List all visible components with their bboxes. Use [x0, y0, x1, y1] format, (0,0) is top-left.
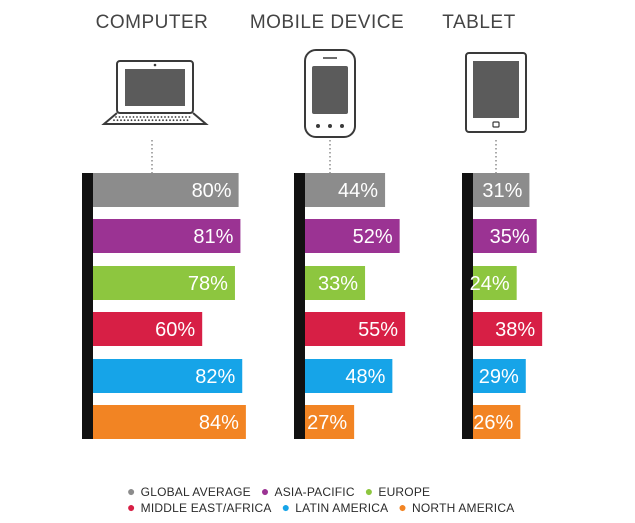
- value-label-tablet-asia-pacific: 35%: [490, 226, 530, 248]
- column-title-tablet: TABLET: [442, 12, 515, 33]
- bar-tablet-asia-pacific: [473, 219, 537, 253]
- bar-computer-middle-east-africa: [93, 312, 203, 346]
- value-label-tablet-middle-east-africa: 38%: [495, 319, 535, 341]
- value-label-mobile-device-asia-pacific: 52%: [353, 226, 393, 248]
- legend-item-middle-east-africa: ● MIDDLE EAST/AFRICA: [127, 499, 272, 515]
- value-label-mobile-device-middle-east-africa: 55%: [358, 319, 398, 341]
- legend-label-asia-pacific: ASIA-PACIFIC: [274, 485, 355, 499]
- bar-computer-europe: [93, 266, 235, 300]
- legend-item-global-average: ● GLOBAL AVERAGE: [127, 483, 251, 499]
- bar-computer-north-america: [93, 405, 246, 439]
- column-title-mobile-device: MOBILE DEVICE: [250, 12, 404, 33]
- value-label-computer-north-america: 84%: [199, 412, 239, 434]
- legend-item-north-america: ● NORTH AMERICA: [398, 499, 514, 515]
- bar-tablet-north-america: [473, 405, 521, 439]
- value-label-tablet-north-america: 26%: [473, 412, 513, 434]
- value-label-mobile-device-latin-america: 48%: [345, 366, 385, 388]
- legend-item-europe: ● EUROPE: [365, 483, 431, 499]
- legend-row-2: ● MIDDLE EAST/AFRICA ● LATIN AMERICA ● NORTH …: [127, 499, 524, 515]
- axis-bar-mobile-device: [294, 173, 305, 439]
- legend-dot-latin-america: ●: [281, 499, 291, 515]
- legend-label-north-america: NORTH AMERICA: [412, 501, 515, 515]
- legend-label-latin-america: LATIN AMERICA: [295, 501, 389, 515]
- legend-item-latin-america: ● LATIN AMERICA: [282, 499, 389, 515]
- value-label-computer-global-average: 80%: [192, 180, 232, 202]
- bar-mobile-device-north-america: [305, 405, 355, 439]
- value-label-computer-europe: 78%: [188, 273, 228, 295]
- legend-label-europe: EUROPE: [378, 485, 431, 499]
- bar-mobile-device-asia-pacific: [305, 219, 400, 253]
- legend-item-asia-pacific: ● ASIA-PACIFIC: [261, 483, 355, 499]
- value-label-mobile-device-north-america: 27%: [307, 412, 347, 434]
- bar-tablet-europe: [473, 266, 517, 300]
- legend-label-global-average: GLOBAL AVERAGE: [140, 485, 251, 499]
- legend-label-middle-east-africa: MIDDLE EAST/AFRICA: [140, 501, 272, 515]
- legend-dot-middle-east-africa: ●: [127, 499, 136, 515]
- legend-dot-global-average: ●: [127, 483, 136, 499]
- axis-bar-tablet: [462, 173, 473, 439]
- column-title-computer: COMPUTER: [96, 12, 209, 33]
- bar-tablet-middle-east-africa: [473, 312, 543, 346]
- bar-mobile-device-global-average: [305, 173, 386, 207]
- laptop-icon: [101, 60, 209, 125]
- value-label-computer-middle-east-africa: 60%: [155, 319, 195, 341]
- value-label-computer-latin-america: 82%: [195, 366, 235, 388]
- tablet-icon: [465, 52, 527, 133]
- legend-row-1: ● GLOBAL AVERAGE ● ASIA-PACIFIC ● EUROPE: [127, 483, 440, 499]
- value-label-mobile-device-global-average: 44%: [338, 180, 378, 202]
- bar-mobile-device-latin-america: [305, 359, 393, 393]
- bar-tablet-latin-america: [473, 359, 526, 393]
- value-label-tablet-europe: 24%: [470, 273, 510, 295]
- value-label-tablet-latin-america: 29%: [479, 366, 519, 388]
- legend-dot-north-america: ●: [398, 499, 408, 515]
- value-label-tablet-global-average: 31%: [482, 180, 522, 202]
- bar-computer-asia-pacific: [93, 219, 241, 253]
- smartphone-icon: [304, 49, 356, 138]
- bar-mobile-device-europe: [305, 266, 366, 300]
- bar-mobile-device-middle-east-africa: [305, 312, 406, 346]
- axis-bar-computer: [82, 173, 93, 439]
- value-label-computer-asia-pacific: 81%: [193, 226, 233, 248]
- bar-computer-latin-america: [93, 359, 243, 393]
- bar-computer-global-average: [93, 173, 239, 207]
- legend-dot-europe: ●: [364, 483, 374, 499]
- bar-tablet-global-average: [473, 173, 530, 207]
- legend-dot-asia-pacific: ●: [260, 483, 270, 499]
- value-label-mobile-device-europe: 33%: [318, 273, 358, 295]
